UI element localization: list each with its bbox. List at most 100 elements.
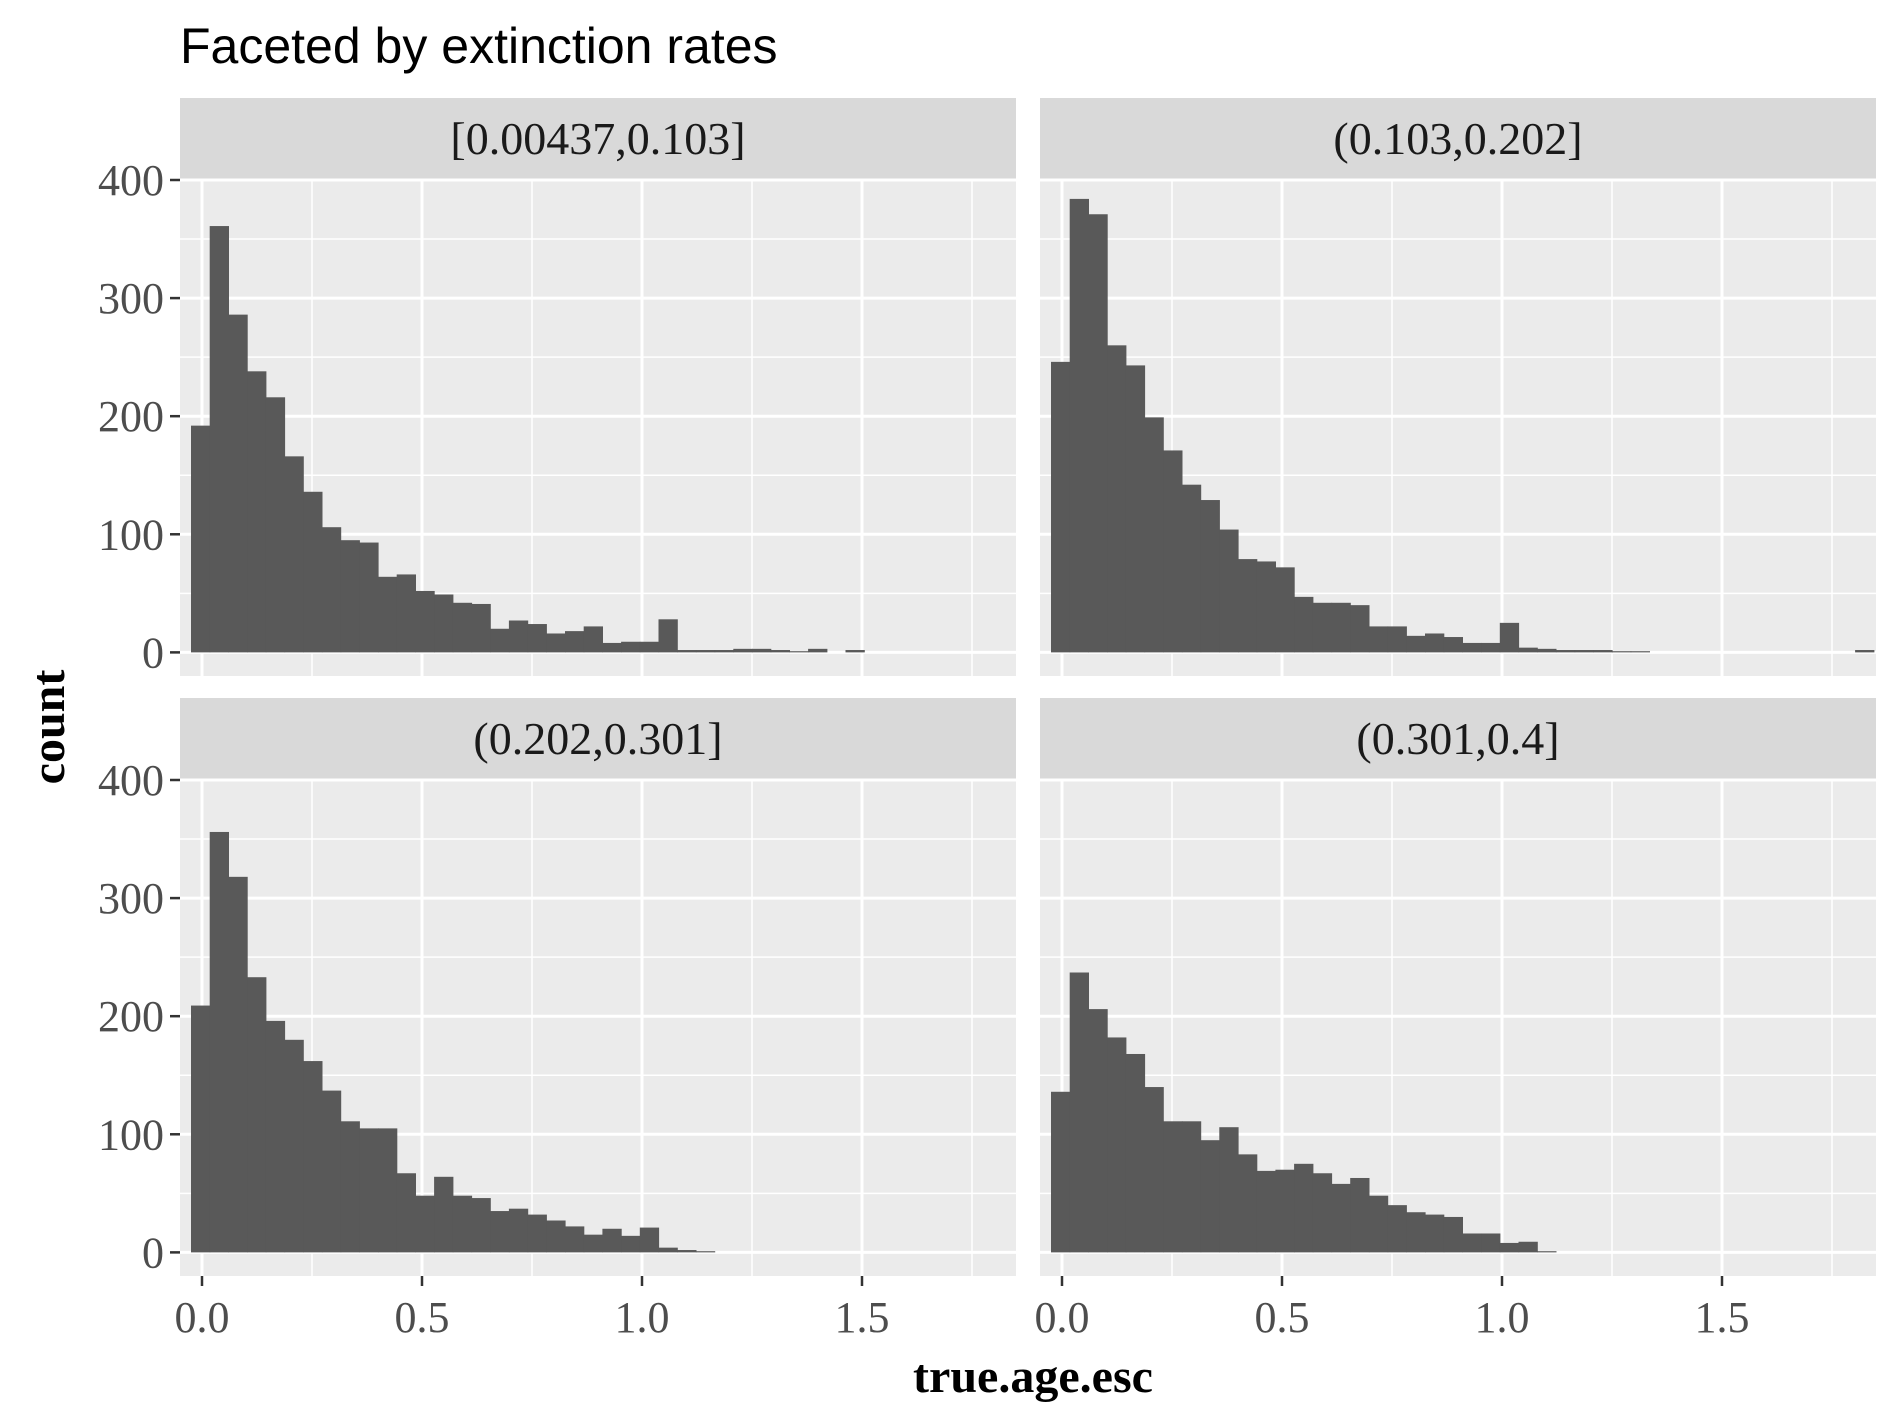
histogram-bar xyxy=(228,314,248,653)
histogram-bar xyxy=(1051,1091,1071,1253)
histogram-bar xyxy=(508,620,529,653)
histogram-bar xyxy=(1443,637,1463,653)
histogram-bar xyxy=(247,977,267,1253)
y-tick-label: 200 xyxy=(98,992,164,1041)
facet-panel-4: (0.301,0.4] 0.0 0.5 1.0 1.5 xyxy=(1035,698,1876,1342)
histogram-bar xyxy=(1163,450,1183,653)
facet-panel-3: (0.202,0.301] 0 100 200 300 400 0.0 0.5 1.0 1.5 xyxy=(98,698,1016,1342)
histogram-bar xyxy=(265,397,286,653)
x-tick-label: 0.0 xyxy=(1035,1293,1090,1342)
histogram-bar xyxy=(583,1234,603,1253)
histogram-bar xyxy=(1481,1233,1501,1253)
histogram-bar xyxy=(1144,1087,1164,1253)
facet-strip xyxy=(1040,98,1876,180)
y-tick-label: 0 xyxy=(142,1228,164,1277)
histogram-bar xyxy=(1088,214,1108,653)
histogram-bar xyxy=(1387,1205,1407,1253)
histogram-bar xyxy=(1163,1121,1183,1253)
x-tick-label: 1.0 xyxy=(615,1293,670,1342)
histogram-bar xyxy=(658,619,678,653)
histogram-bar xyxy=(695,650,716,653)
histogram-bar xyxy=(639,1227,660,1253)
histogram-bar xyxy=(1368,1195,1389,1253)
histogram-bar xyxy=(1294,1163,1314,1253)
histogram-bar xyxy=(209,226,229,653)
histogram-bar xyxy=(1350,1177,1370,1253)
y-tick-label: 300 xyxy=(98,274,164,323)
facet-strip-label: (0.103,0.202] xyxy=(1333,113,1582,164)
histogram-bar xyxy=(1275,567,1295,653)
histogram-bar xyxy=(789,651,809,653)
histogram-bar xyxy=(415,1195,435,1253)
histogram-bar xyxy=(621,1235,641,1253)
histogram-bar xyxy=(527,1214,547,1253)
histogram-bar xyxy=(1630,651,1650,653)
facet-panel-1: [0.00437,0.103] 0 100 200 300 400 xyxy=(98,98,1016,677)
histogram-bar xyxy=(808,648,828,653)
histogram-bar xyxy=(845,650,865,653)
histogram-bar xyxy=(602,642,622,653)
histogram-bar xyxy=(546,633,566,653)
facet-strip xyxy=(180,98,1016,180)
histogram-bar xyxy=(321,527,342,653)
y-tick-label: 100 xyxy=(98,510,164,559)
histogram-bar xyxy=(1612,651,1632,653)
histogram-bar xyxy=(1125,1053,1146,1253)
histogram-bar xyxy=(1406,635,1426,653)
histogram-bar xyxy=(1238,559,1258,653)
histogram-bar xyxy=(490,1211,510,1253)
histogram-bar xyxy=(1406,1212,1426,1253)
histogram-bar xyxy=(452,602,473,653)
x-tick-label: 0.0 xyxy=(175,1293,230,1342)
histogram-bar xyxy=(378,576,398,653)
histogram-bar xyxy=(1574,650,1594,653)
histogram-bar xyxy=(191,1005,211,1253)
chart-title: Faceted by extinction rates xyxy=(180,18,778,74)
histogram-bar xyxy=(1051,361,1071,653)
histogram-bar xyxy=(191,425,211,653)
histogram-bar xyxy=(1537,648,1557,653)
histogram-bar xyxy=(340,540,360,653)
histogram-bar xyxy=(1107,345,1127,653)
histogram-bar xyxy=(1125,365,1146,653)
histogram-bar xyxy=(452,1195,473,1253)
histogram-bar xyxy=(1537,1251,1557,1253)
histogram-bar xyxy=(1144,417,1164,653)
histogram-bar xyxy=(714,650,734,653)
histogram-bar xyxy=(1107,1037,1127,1253)
y-axis-title: count xyxy=(22,670,75,785)
histogram-bar xyxy=(695,1251,716,1253)
histogram-bar xyxy=(1368,626,1389,653)
histogram-bar xyxy=(1518,647,1538,653)
histogram-bar xyxy=(508,1208,529,1253)
histogram-bar xyxy=(1593,650,1613,653)
histogram-bar xyxy=(770,650,790,653)
x-tick-label: 1.5 xyxy=(835,1293,890,1342)
histogram-bar xyxy=(1555,650,1576,653)
histogram-bar xyxy=(1855,650,1875,653)
histogram-bar xyxy=(284,1039,304,1253)
histogram-bar xyxy=(1088,1009,1108,1253)
histogram-bar xyxy=(1518,1241,1538,1253)
facet-strip xyxy=(180,698,1016,780)
histogram-bar xyxy=(415,590,435,653)
histogram-bar xyxy=(396,574,416,653)
histogram-bar xyxy=(602,1228,622,1253)
histogram-bar xyxy=(1425,1214,1445,1253)
facet-strip-label: (0.301,0.4] xyxy=(1356,713,1559,764)
histogram-bar xyxy=(677,1250,697,1253)
histogram-bar xyxy=(1387,626,1407,653)
y-tick-label: 0 xyxy=(142,628,164,677)
histogram-bar xyxy=(1219,529,1239,653)
histogram-bar xyxy=(1499,1242,1520,1253)
histogram-bar xyxy=(1481,642,1501,653)
histogram-bar xyxy=(265,1020,286,1253)
histogram-bar xyxy=(546,1220,566,1253)
histogram-bar xyxy=(677,650,697,653)
histogram-bar xyxy=(1462,642,1482,653)
histogram-bar xyxy=(471,603,491,653)
facet-strip xyxy=(1040,698,1876,780)
histogram-bar xyxy=(639,641,660,653)
histogram-bar xyxy=(583,626,603,653)
